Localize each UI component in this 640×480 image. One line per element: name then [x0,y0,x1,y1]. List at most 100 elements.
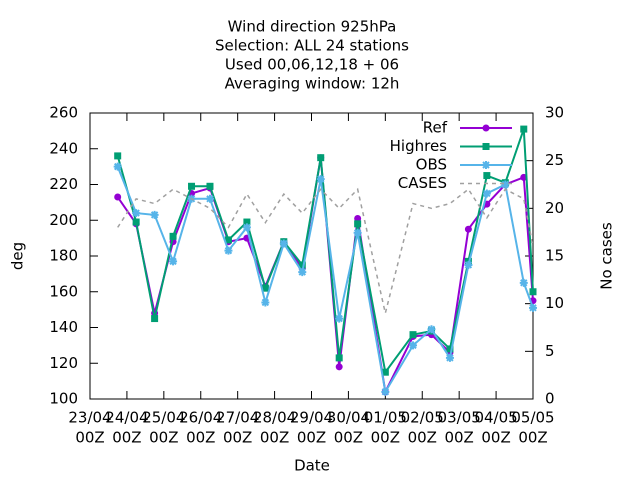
x-tick-label: 00Z [186,429,215,447]
series-line [117,187,534,314]
chart-title: Selection: ALL 24 stations [215,37,409,55]
point [317,154,325,162]
point [519,278,528,287]
y2-tick-label: 0 [545,390,555,408]
y2-tick-label: 5 [545,342,555,360]
y-tick-label: 220 [49,175,78,193]
point [482,161,490,169]
x-tick-label: 00Z [481,429,510,447]
point [464,225,472,233]
point [520,125,528,133]
point [529,303,537,312]
point [483,172,491,180]
x-tick-label: 00Z [334,429,363,447]
point [169,232,177,240]
y2-tick-label: 20 [545,199,564,217]
point [151,315,159,323]
x-tick-label: 27/04 [216,409,259,427]
point [482,143,490,150]
point [188,182,196,190]
point [114,152,122,160]
point [427,325,436,334]
x-tick-label: 00Z [444,429,473,447]
x-tick-label: 28/04 [253,409,296,427]
x-tick-label: 26/04 [179,409,222,427]
point [353,228,362,237]
point [132,209,141,218]
legend-label: Highres [390,137,448,155]
y-tick-label: 100 [49,390,78,408]
point [224,236,232,244]
point [261,284,269,292]
y-tick-label: 260 [49,104,78,122]
x-tick-label: 00Z [408,429,437,447]
legend-label: CASES [398,174,447,192]
point [354,220,362,228]
point [298,268,307,277]
point [409,341,418,350]
point [501,180,510,189]
point [243,218,251,226]
point [464,260,473,269]
point [242,223,251,232]
x-tick-label: 00Z [149,429,178,447]
x-tick-label: 24/04 [105,409,148,427]
x-axis-label: Date [294,457,330,475]
y2-tick-label: 30 [545,104,564,122]
x-tick-label: 03/05 [438,409,481,427]
x-tick-label: 01/05 [364,409,407,427]
point [261,298,270,307]
y2-tick-label: 25 [545,151,564,169]
point [354,214,362,222]
y-tick-label: 160 [49,282,78,300]
point [482,189,491,198]
x-tick-label: 25/04 [142,409,185,427]
point [409,331,417,339]
x-tick-label: 02/05 [401,409,444,427]
point [482,124,490,132]
point [529,288,537,296]
point [169,257,178,266]
point [224,246,233,255]
y2-tick-label: 15 [545,247,564,265]
point [445,353,454,362]
point [335,363,343,371]
x-tick-label: 30/04 [327,409,370,427]
x-tick-label: 00Z [223,429,252,447]
x-tick-label: 00Z [112,429,141,447]
point [150,210,159,219]
legend-label: Ref [423,119,448,137]
y-tick-label: 240 [49,139,78,157]
point [335,314,344,323]
y2-tick-label: 10 [545,294,564,312]
chart-title: Wind direction 925hPa [228,18,397,36]
plot-frame [89,112,534,400]
point [316,175,325,184]
x-tick-label: 00Z [371,429,400,447]
y2-axis-label: No cases [598,222,616,290]
y-tick-label: 200 [49,211,78,229]
x-tick-label: 05/05 [511,409,554,427]
chart-title: Averaging window: 12h [225,75,400,93]
x-tick-label: 00Z [260,429,289,447]
point [446,345,454,353]
point [381,368,389,376]
y-tick-label: 140 [49,318,78,336]
y-tick-label: 180 [49,247,78,265]
point [335,354,343,362]
x-tick-label: 29/04 [290,409,333,427]
point [205,194,214,203]
y-axis-label: deg [9,242,27,270]
chart-title: Used 00,06,12,18 + 06 [225,56,399,74]
point [132,218,140,226]
point [298,261,306,269]
point [113,162,122,171]
point [279,239,288,248]
x-tick-label: 23/04 [68,409,111,427]
y-tick-label: 120 [49,354,78,372]
legend-label: OBS [416,156,447,174]
x-tick-label: 00Z [518,429,547,447]
point [114,193,122,201]
point [206,182,214,190]
